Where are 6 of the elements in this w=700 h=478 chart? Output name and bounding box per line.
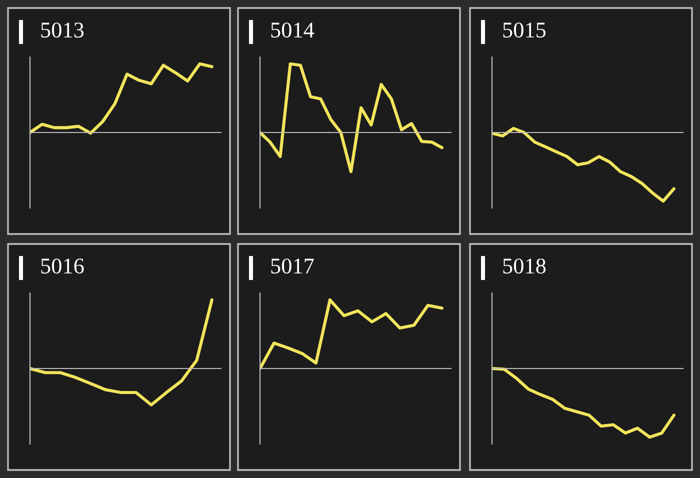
chart-title: 5018 — [503, 258, 546, 274]
chart-title: 5016 — [41, 258, 84, 274]
chart-title: 5017 — [271, 258, 314, 274]
chart-title: 5014 — [271, 22, 314, 38]
chart-title: 5013 — [41, 22, 84, 38]
chart-title: 5015 — [503, 22, 546, 38]
